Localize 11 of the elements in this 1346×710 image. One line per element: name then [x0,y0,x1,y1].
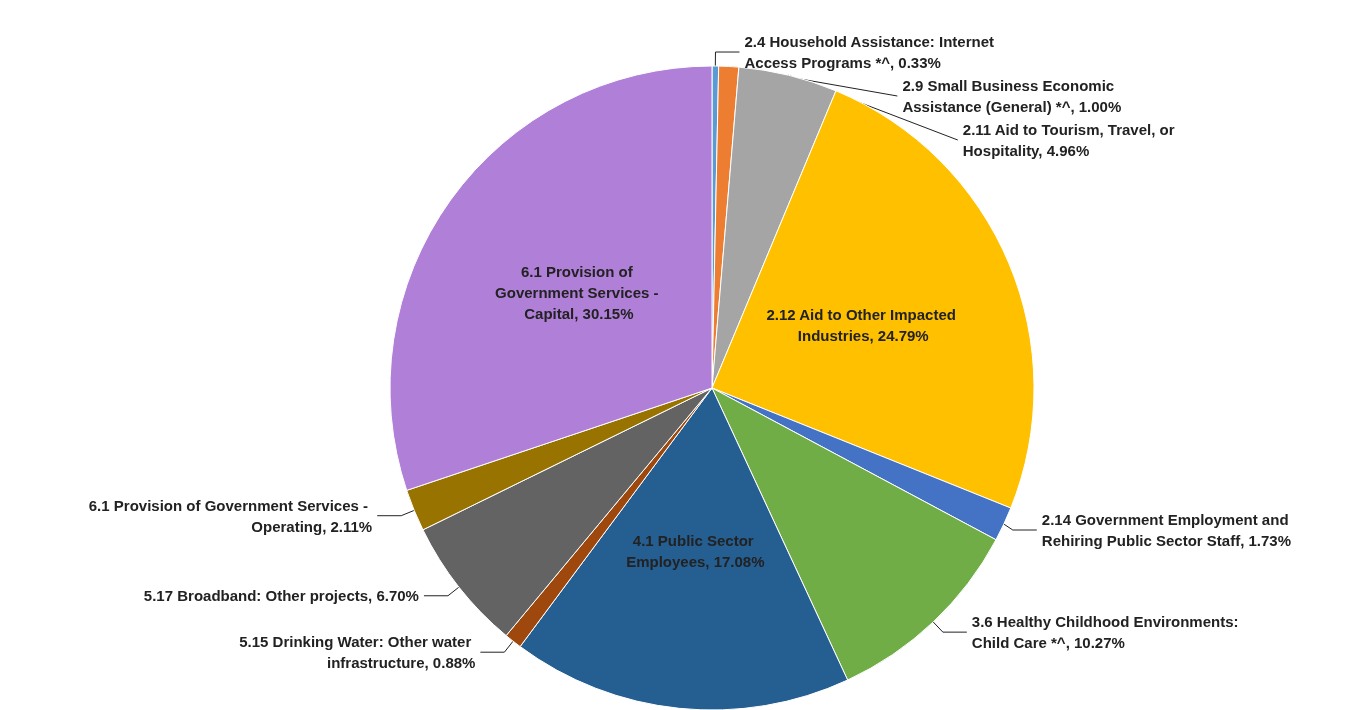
slice-label: 2.9 Small Business Economic Assistance (General) *^, 1.00% [902,77,1122,116]
slice-label: 6.1 Provision of Government Services - Capital, 30.15% [495,262,663,322]
slice-label: 4.1 Public Sector Employees, 17.08% [626,532,765,571]
slice-label: 5.15 Drinking Water: Other water infrastructure, 0.88% [239,633,476,672]
slice-label: 3.6 Healthy Childhood Environments: Child Care *^, 10.27% [971,613,1243,652]
slice-label: 5.17 Broadband: Other projects, 6.70% [143,587,419,605]
slice-label: 2.4 Household Assistance: Internet Access Programs *^, 0.33% [744,33,999,72]
slice-label: 6.1 Provision of Government Services - Operating, 2.11% [88,496,373,535]
slice-label: 2.14 Government Employment and Rehiring Public Sector Staff, 1.73% [1041,511,1293,550]
slice-label: 2.11 Aid to Tourism, Travel, or Hospitality, 4.96% [962,121,1179,160]
slice-label: 2.12 Aid to Other Impacted Industries, 24.79% [766,305,961,344]
